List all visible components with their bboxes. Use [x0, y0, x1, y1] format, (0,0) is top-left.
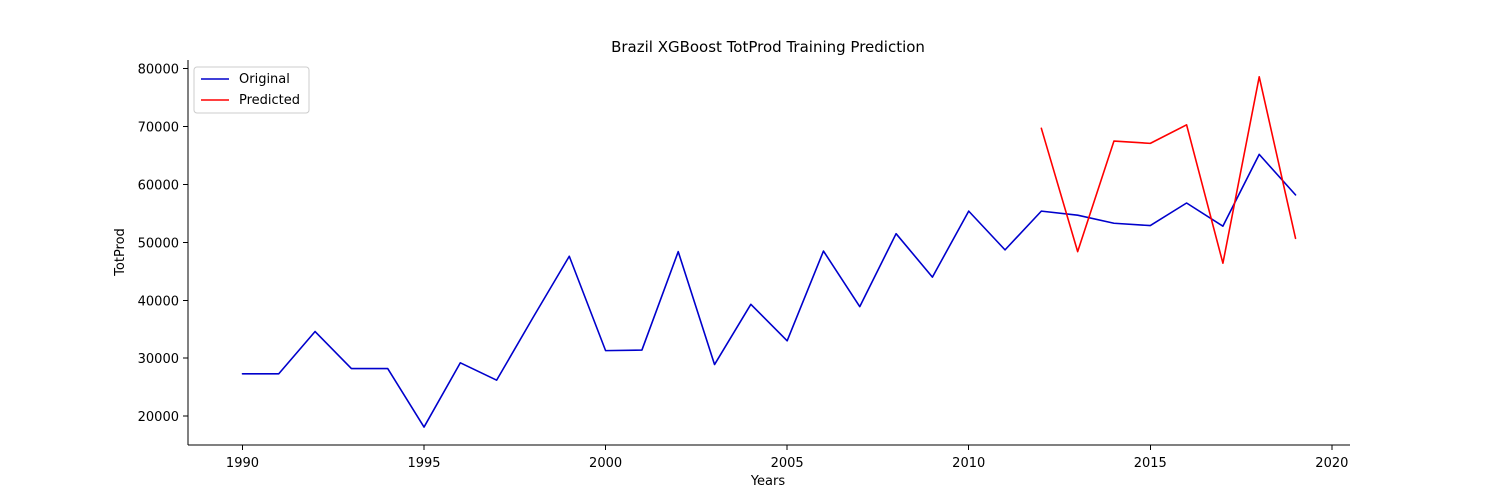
- x-tick-label: 2015: [1134, 456, 1167, 471]
- x-tick-label: 2000: [589, 456, 622, 471]
- y-tick-label: 50000: [138, 236, 179, 251]
- y-tick-label: 30000: [138, 352, 179, 367]
- y-tick-label: 70000: [138, 121, 179, 136]
- x-tick-label: 1990: [226, 456, 259, 471]
- legend-label-predicted: Predicted: [239, 93, 300, 108]
- legend-label-original: Original: [239, 72, 290, 87]
- axes: 1990 1995 2000 2005 2010 2015 2020 20000 30000 40…: [138, 60, 1350, 471]
- y-tick-label: 20000: [138, 410, 179, 425]
- series-line-predicted: [1040, 75, 1297, 265]
- plot-area: [241, 75, 1297, 428]
- y-axis-title: TotProd: [113, 228, 128, 277]
- chart-title: Brazil XGBoost TotProd Training Predicti…: [611, 38, 925, 56]
- x-tick-label: 2020: [1315, 456, 1348, 471]
- x-tick-label: 1995: [407, 456, 440, 471]
- series-line-original: [241, 153, 1297, 428]
- legend: Original Predicted: [193, 66, 310, 114]
- y-tick-label: 40000: [138, 294, 179, 309]
- y-tick-label: 80000: [138, 63, 179, 78]
- y-tick-label: 60000: [138, 178, 179, 193]
- x-axis-title: Years: [750, 474, 786, 489]
- x-tick-label: 2005: [771, 456, 804, 471]
- x-tick-label: 2010: [952, 456, 985, 471]
